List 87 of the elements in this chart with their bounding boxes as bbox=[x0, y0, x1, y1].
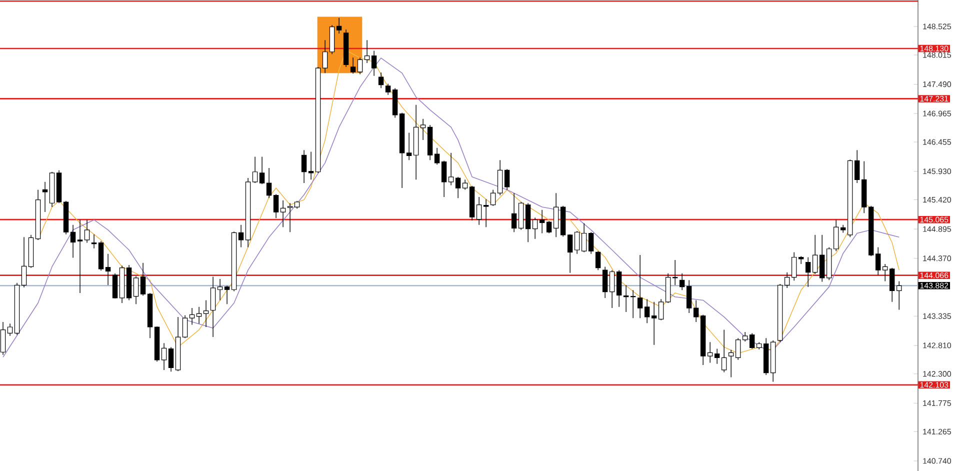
candlestick bbox=[721, 329, 727, 373]
candlestick bbox=[882, 264, 888, 282]
candlestick bbox=[749, 332, 755, 350]
candlestick bbox=[385, 83, 391, 96]
candlestick bbox=[539, 209, 545, 234]
candlestick bbox=[308, 151, 314, 180]
candlestick bbox=[686, 280, 692, 314]
candlestick bbox=[875, 246, 881, 276]
candlestick bbox=[581, 222, 587, 253]
candlestick bbox=[511, 192, 517, 232]
candlestick bbox=[546, 220, 552, 234]
candlestick bbox=[42, 182, 48, 212]
candlestick bbox=[301, 150, 307, 184]
candlestick bbox=[595, 250, 601, 270]
candlestick bbox=[378, 72, 384, 89]
candlestick bbox=[77, 220, 83, 294]
candlestick bbox=[322, 40, 328, 74]
candlestick bbox=[210, 276, 216, 338]
candlestick bbox=[168, 346, 174, 372]
candlestick bbox=[483, 198, 489, 228]
candlestick bbox=[133, 276, 139, 304]
candlestick bbox=[532, 217, 538, 240]
candlestick bbox=[336, 17, 342, 34]
candlestick bbox=[497, 160, 503, 196]
candlestick bbox=[693, 300, 699, 322]
candlestick bbox=[791, 252, 797, 282]
candlestick bbox=[84, 220, 90, 244]
candlestick bbox=[504, 168, 510, 190]
candlestick bbox=[889, 268, 895, 302]
candlestick bbox=[112, 273, 118, 299]
candlestick bbox=[70, 224, 76, 258]
candlestick bbox=[658, 298, 664, 321]
candlestick bbox=[280, 200, 286, 228]
candlestick bbox=[679, 273, 685, 291]
candlestick bbox=[462, 179, 468, 190]
candlestick bbox=[553, 192, 559, 238]
candlestick bbox=[637, 254, 643, 318]
candlestick bbox=[105, 254, 111, 286]
candlestick bbox=[441, 160, 447, 198]
candlestick bbox=[805, 256, 811, 288]
candlestick bbox=[742, 332, 748, 342]
candlestick bbox=[371, 50, 377, 76]
candlestick bbox=[735, 338, 741, 360]
candlestick bbox=[189, 308, 195, 326]
candlestick bbox=[644, 298, 650, 324]
candlestick bbox=[224, 285, 230, 304]
candlestick bbox=[476, 196, 482, 226]
candlestick bbox=[266, 168, 272, 198]
candlestick bbox=[812, 234, 818, 274]
candlestick bbox=[784, 272, 790, 288]
candlestick bbox=[259, 156, 265, 184]
candlestick bbox=[7, 323, 13, 336]
candlestick bbox=[287, 202, 293, 232]
candlestick bbox=[161, 342, 167, 370]
candlestick bbox=[728, 350, 734, 378]
candlestick bbox=[567, 234, 573, 274]
candlestick bbox=[448, 152, 454, 186]
candlestick bbox=[714, 348, 720, 364]
candlestick bbox=[357, 57, 363, 75]
candlestick bbox=[616, 270, 622, 308]
candlestick bbox=[217, 278, 223, 301]
candlestick bbox=[854, 150, 860, 184]
candlestick bbox=[525, 202, 531, 243]
candlestick bbox=[21, 236, 27, 288]
candlestick bbox=[203, 300, 209, 328]
candlestick bbox=[819, 234, 825, 282]
candlestick bbox=[455, 176, 461, 198]
candlestick bbox=[609, 270, 615, 308]
candlestick bbox=[588, 232, 594, 254]
candlestick bbox=[273, 194, 279, 219]
candlestick bbox=[896, 280, 902, 310]
candlestick bbox=[252, 156, 258, 184]
candlestick bbox=[420, 118, 426, 140]
candlestick bbox=[350, 57, 356, 74]
candlestick bbox=[651, 302, 657, 346]
candlestick bbox=[434, 148, 440, 165]
candlestick bbox=[238, 224, 244, 248]
candlestick bbox=[182, 314, 188, 339]
candlestick bbox=[602, 266, 608, 298]
candlestick bbox=[833, 220, 839, 252]
candlestick bbox=[406, 132, 412, 160]
candlestick bbox=[490, 189, 496, 206]
candlestick bbox=[0, 322, 6, 356]
candlestick bbox=[574, 230, 580, 254]
candlestick bbox=[364, 40, 370, 64]
candlestick bbox=[140, 262, 146, 296]
candlestick bbox=[707, 342, 713, 364]
